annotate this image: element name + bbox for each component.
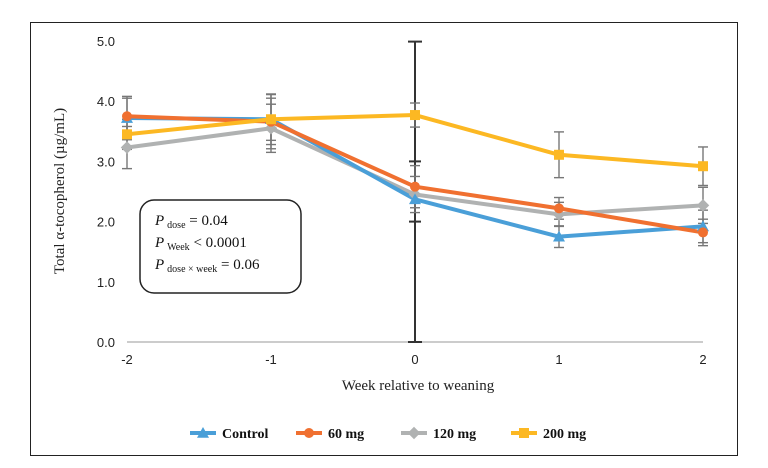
stats-box	[139, 199, 302, 294]
data-point-60-mg	[698, 227, 708, 238]
legend-swatch-marker	[197, 427, 209, 438]
legend: Control 60 mg 120 mg 200 mg	[190, 426, 586, 442]
data-point-control	[409, 193, 421, 205]
stats-line: P Week < 0.0001	[154, 235, 247, 253]
legend-item-control: Control	[190, 427, 269, 442]
data-point-120-mg	[120, 141, 134, 154]
legend-item-60-mg: 60 mg	[296, 427, 364, 442]
y-tick-label: 5.0	[97, 34, 115, 49]
legend-label: 60 mg	[328, 427, 364, 442]
y-tick-label: 2.0	[97, 215, 115, 230]
data-point-120-mg	[696, 199, 710, 212]
x-tick-label: -2	[121, 352, 133, 367]
legend-item-200-mg: 200 mg	[511, 427, 586, 442]
data-point-200-mg	[122, 129, 132, 140]
y-tick-label: 0.0	[97, 335, 115, 350]
legend-label: 120 mg	[433, 427, 476, 442]
legend-swatch-marker	[407, 426, 421, 440]
data-point-60-mg	[410, 181, 420, 192]
y-axis-label: Total α-tocopherol (µg/mL)	[52, 108, 68, 274]
x-tick-label: 0	[411, 352, 418, 367]
series-markers	[120, 110, 710, 242]
data-point-200-mg	[554, 149, 564, 160]
y-tick-label: 3.0	[97, 154, 115, 169]
y-tick-label: 4.0	[97, 94, 115, 109]
data-point-60-mg	[554, 203, 564, 214]
data-point-200-mg	[698, 161, 708, 172]
data-point-200-mg	[410, 110, 420, 121]
data-point-200-mg	[266, 114, 276, 125]
data-point-60-mg	[122, 111, 132, 122]
x-tick-label: 1	[555, 352, 562, 367]
y-tick-label: 1.0	[97, 275, 115, 290]
x-tick-label: -1	[265, 352, 277, 367]
legend-swatch-marker	[519, 428, 529, 438]
axes: 0.0 1.0 2.0 3.0 4.0 5.0 -2 -1 0 1 2	[97, 34, 707, 367]
legend-swatch-marker	[304, 428, 314, 438]
legend-label: 200 mg	[543, 427, 586, 442]
x-axis-label: Week relative to weaning	[342, 378, 495, 394]
legend-label: Control	[222, 427, 269, 442]
legend-item-120-mg: 120 mg	[401, 426, 476, 442]
data-point-control	[553, 230, 565, 242]
x-tick-label: 2	[699, 352, 706, 367]
